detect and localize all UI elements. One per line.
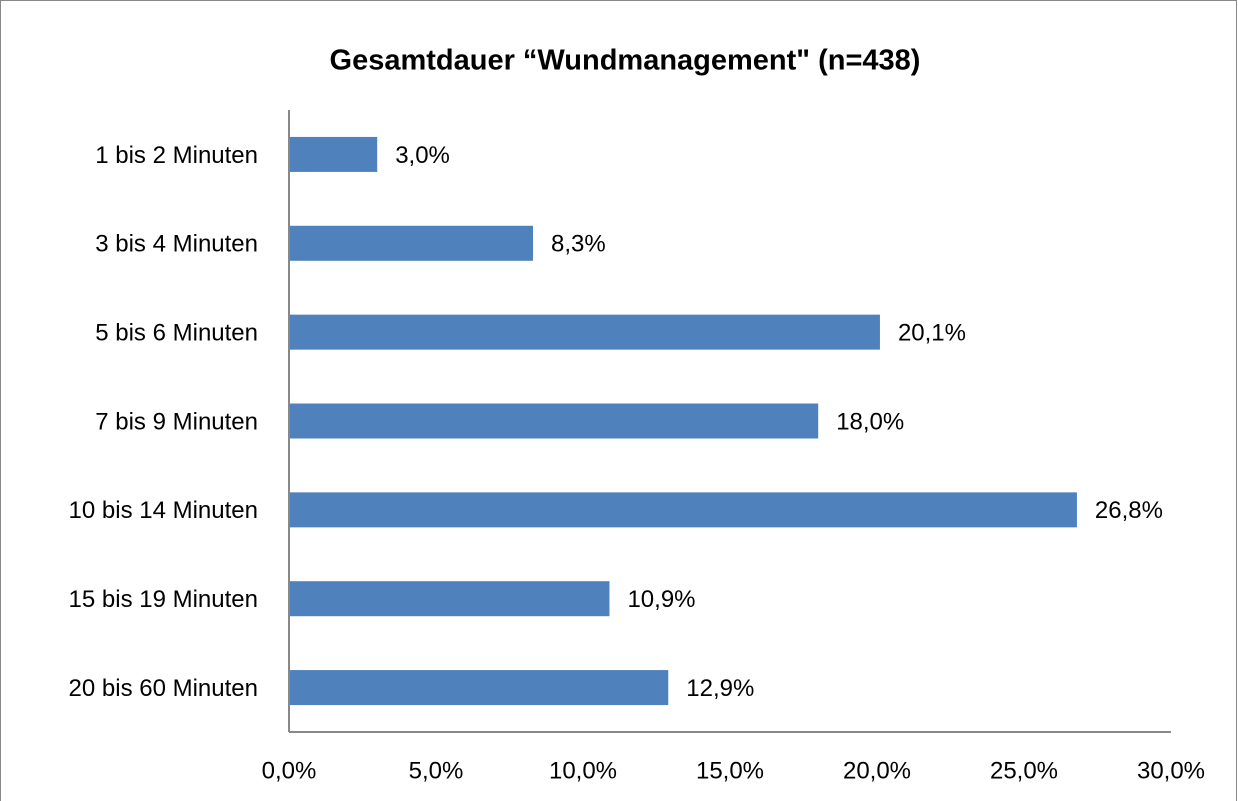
chart-title: Gesamtdauer “Wundmanagement" (n=438) bbox=[330, 45, 921, 77]
bar bbox=[289, 581, 610, 617]
x-tick-label: 0,0% bbox=[262, 757, 317, 784]
bar bbox=[289, 403, 819, 439]
bar bbox=[289, 314, 880, 350]
value-label: 12,9% bbox=[686, 675, 754, 702]
y-tick-label: 5 bis 6 Minuten bbox=[95, 319, 258, 346]
bar bbox=[289, 492, 1077, 528]
y-tick-label: 3 bis 4 Minuten bbox=[95, 231, 258, 258]
value-label: 26,8% bbox=[1095, 497, 1163, 524]
y-tick-label: 20 bis 60 Minuten bbox=[69, 675, 258, 702]
value-label: 3,0% bbox=[395, 142, 450, 169]
x-tick-label: 15,0% bbox=[696, 757, 764, 784]
y-tick-label: 10 bis 14 Minuten bbox=[69, 497, 258, 524]
x-tick-label: 20,0% bbox=[843, 757, 911, 784]
bar bbox=[289, 136, 378, 172]
x-tick-label: 10,0% bbox=[549, 757, 617, 784]
value-label: 18,0% bbox=[836, 408, 904, 435]
y-tick-label: 1 bis 2 Minuten bbox=[95, 142, 258, 169]
bar bbox=[289, 225, 534, 261]
x-tick-label: 25,0% bbox=[990, 757, 1058, 784]
value-label: 20,1% bbox=[898, 319, 966, 346]
x-tick-label: 5,0% bbox=[409, 757, 464, 784]
y-tick-label: 15 bis 19 Minuten bbox=[69, 586, 258, 613]
bar bbox=[289, 670, 669, 706]
y-tick-label: 7 bis 9 Minuten bbox=[95, 408, 258, 435]
value-label: 10,9% bbox=[627, 586, 695, 613]
x-tick-label: 30,0% bbox=[1137, 757, 1205, 784]
value-label: 8,3% bbox=[551, 231, 606, 258]
